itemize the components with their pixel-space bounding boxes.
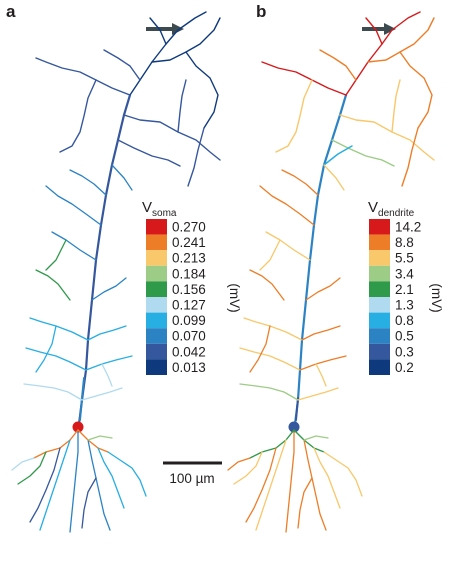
scale-bar-label: 100 µm [169, 471, 214, 486]
legend-b-swatch [369, 312, 390, 329]
legend-a-swatch [146, 312, 167, 329]
legend-b-unit: (mV) [429, 283, 444, 312]
legend-a-value: 0.213 [172, 251, 206, 266]
legend-b-value: 14.2 [395, 220, 421, 235]
panel-a: a [6, 2, 242, 533]
legend-a-swatch [146, 219, 167, 235]
legend-a-swatch [146, 281, 167, 297]
panel-a-letter: a [6, 2, 16, 21]
legend-a-swatch [146, 297, 167, 313]
legend-a-value: 0.156 [172, 282, 206, 297]
legend-b-swatch [369, 297, 390, 313]
legend-a-value: 0.042 [172, 344, 206, 359]
legend-a-unit: (mV) [227, 283, 242, 312]
legend-a-value: 0.127 [172, 298, 206, 313]
legend-a-title: Vsoma [142, 199, 177, 219]
legend-a-swatch [146, 359, 167, 375]
legend-b-swatch [369, 359, 390, 375]
legend-a-value: 0.184 [172, 266, 206, 281]
legend-b-value: 0.2 [395, 360, 414, 375]
legend-b-value: 8.8 [395, 235, 414, 250]
legend-a: Vsoma 0.2700.2410.2130.1840.1560.1270.09… [142, 199, 242, 375]
soma-a [72, 421, 84, 433]
neuron-a-morphology [11, 11, 221, 533]
legend-b: Vdendrite 14.28.85.53.42.11.30.80.50.30.… [368, 199, 444, 375]
legend-a-swatch [146, 250, 167, 266]
legend-b-swatch [369, 219, 390, 235]
legend-a-value: 0.070 [172, 329, 206, 344]
legend-b-value: 0.3 [395, 344, 414, 359]
legend-b-swatch [369, 265, 390, 282]
scale-bar: 100 µm [163, 461, 222, 486]
legend-a-swatch [146, 265, 167, 282]
neuron-b-morphology [227, 11, 435, 533]
right-arrow-icon [362, 23, 396, 35]
legend-b-value: 5.5 [395, 251, 414, 266]
legend-b-value: 0.8 [395, 313, 414, 328]
legend-a-value: 0.013 [172, 360, 206, 375]
panel-b: b [227, 2, 444, 533]
panel-b-letter: b [256, 2, 266, 21]
legend-b-swatch [369, 343, 390, 360]
legend-b-swatch [369, 250, 390, 266]
legend-b-swatch [369, 281, 390, 297]
legend-b-value: 0.5 [395, 329, 414, 344]
legend-b-title: Vdendrite [368, 199, 415, 219]
legend-b-value: 3.4 [395, 266, 414, 281]
legend-a-swatch [146, 234, 167, 251]
legend-b-swatch [369, 234, 390, 251]
legend-b-value: 1.3 [395, 298, 414, 313]
legend-a-value: 0.270 [172, 220, 206, 235]
legend-b-swatch [369, 328, 390, 344]
legend-b-value: 2.1 [395, 282, 414, 297]
soma-b [288, 421, 300, 433]
legend-a-value: 0.099 [172, 313, 206, 328]
legend-a-swatch [146, 328, 167, 344]
legend-a-value: 0.241 [172, 235, 206, 250]
legend-a-swatch [146, 343, 167, 360]
